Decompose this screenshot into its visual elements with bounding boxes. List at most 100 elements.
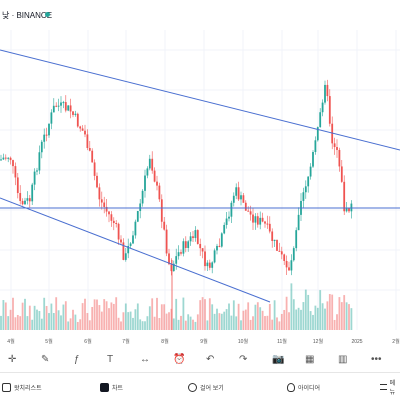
volume-bar [110, 302, 113, 330]
candle-body [273, 239, 276, 242]
candle-body [321, 102, 324, 113]
upper-resistance-line [0, 49, 400, 151]
tab-chart[interactable]: 차트 [100, 379, 123, 395]
candle-body [180, 252, 182, 254]
crosshair-icon[interactable]: ✛ [8, 354, 17, 365]
formula-icon[interactable]: ƒ [74, 354, 80, 365]
volume-bar [261, 310, 264, 330]
volume-bar [14, 317, 17, 330]
measure-icon[interactable]: ↔ [140, 354, 150, 365]
tab-chart-label: 차트 [112, 385, 124, 392]
candle-body [163, 221, 166, 230]
volume-bar [273, 300, 276, 330]
candle-body [100, 199, 103, 203]
volume-bar [192, 319, 194, 330]
x-tick-label: 2월 [392, 338, 400, 345]
candle-body [333, 143, 336, 148]
candle-body [132, 235, 134, 244]
volume-bar [268, 303, 271, 330]
tab-explore[interactable]: 걸어 보기 [188, 379, 224, 395]
volume-bar [218, 313, 221, 330]
volume-bar [302, 302, 305, 330]
candle-body [338, 149, 341, 167]
candle-body [297, 214, 300, 231]
candle-body [220, 233, 223, 247]
calendar-icon[interactable]: ▦ [305, 354, 315, 365]
volume-bar [88, 320, 91, 330]
camera-icon[interactable]: 📷 [272, 354, 285, 365]
redo-icon[interactable]: ↷ [239, 354, 248, 365]
candle-body [345, 207, 348, 212]
x-tick-label: 7월 [122, 338, 130, 345]
volume-bar [204, 299, 206, 330]
candle-body [96, 175, 98, 188]
volume-bar [312, 314, 314, 330]
candle-body [64, 102, 67, 111]
volume-bar [127, 312, 130, 330]
candle-body [16, 177, 19, 194]
volume-bar [96, 299, 98, 330]
volume-bar [100, 311, 103, 330]
volume-bar [220, 313, 223, 330]
candle-body [304, 186, 307, 193]
candle-body [24, 200, 26, 205]
volume-bar [264, 316, 266, 330]
volume-bar [156, 297, 158, 330]
volume-bar [343, 295, 346, 330]
candle-body [84, 130, 86, 135]
volume-bar [242, 310, 245, 330]
tab-ideas[interactable]: 아이디어 [287, 379, 320, 395]
volume-bar [9, 309, 12, 330]
text-icon[interactable]: T [107, 354, 114, 365]
candle-body [307, 176, 310, 187]
candle-body [57, 105, 60, 107]
undo-icon[interactable]: ↶ [206, 354, 215, 365]
candle-body [14, 166, 17, 178]
tab-menu[interactable]: 메뉴 [380, 379, 400, 396]
trendlines [0, 49, 400, 303]
candle-body [0, 159, 2, 161]
volume-bar [74, 314, 77, 330]
volume-bar [235, 316, 238, 330]
candle-body [136, 211, 139, 222]
more-icon[interactable]: ••• [371, 354, 382, 365]
volume-bar [38, 311, 41, 330]
candle-body [177, 252, 180, 257]
watchlist-icon [2, 382, 11, 392]
volume-bar [285, 296, 288, 330]
candle-body [122, 242, 125, 260]
candle-body [283, 254, 286, 261]
volume-bar [304, 289, 307, 330]
tab-watchlist[interactable]: 왓치리스트 [2, 379, 42, 395]
volume-bar [276, 317, 278, 330]
volume-bar [81, 303, 84, 330]
price-chart[interactable]: 4월 5월 6월 7월 8월 9월 10월 11월 12월 2025 2월 [0, 30, 400, 350]
volume-bar [336, 314, 338, 330]
candle-body [175, 256, 178, 264]
alarm-icon[interactable]: ⏰ [173, 354, 186, 365]
candle-body [117, 223, 120, 240]
volume-bar [254, 304, 257, 330]
volume-bar [117, 317, 120, 330]
drawing-toolbar: ✛ ✎ ƒ T ↔ ⏰ ↶ ↷ 📷 ▦ ▥ ••• [0, 350, 400, 372]
candle-body [2, 157, 5, 160]
candle-body [182, 241, 185, 254]
candle-body [45, 134, 48, 136]
candle-body [280, 251, 283, 255]
volume-bar [252, 316, 254, 330]
symbol-title[interactable]: 낮 · BINANCE [2, 11, 53, 20]
bar-chart-icon[interactable]: ▥ [338, 354, 348, 365]
candle-body [19, 193, 22, 201]
pencil-icon[interactable]: ✎ [41, 354, 50, 365]
candle-body [36, 170, 38, 172]
candle-body [316, 127, 319, 141]
candle-body [266, 223, 269, 225]
volume-bar [124, 303, 127, 330]
volume-bar [189, 316, 192, 330]
candle-body [72, 111, 74, 115]
lower-support-line [0, 197, 271, 303]
volume-bar [194, 321, 197, 330]
volume-bar [230, 315, 233, 330]
candle-body [230, 202, 233, 217]
candle-body [55, 105, 58, 107]
